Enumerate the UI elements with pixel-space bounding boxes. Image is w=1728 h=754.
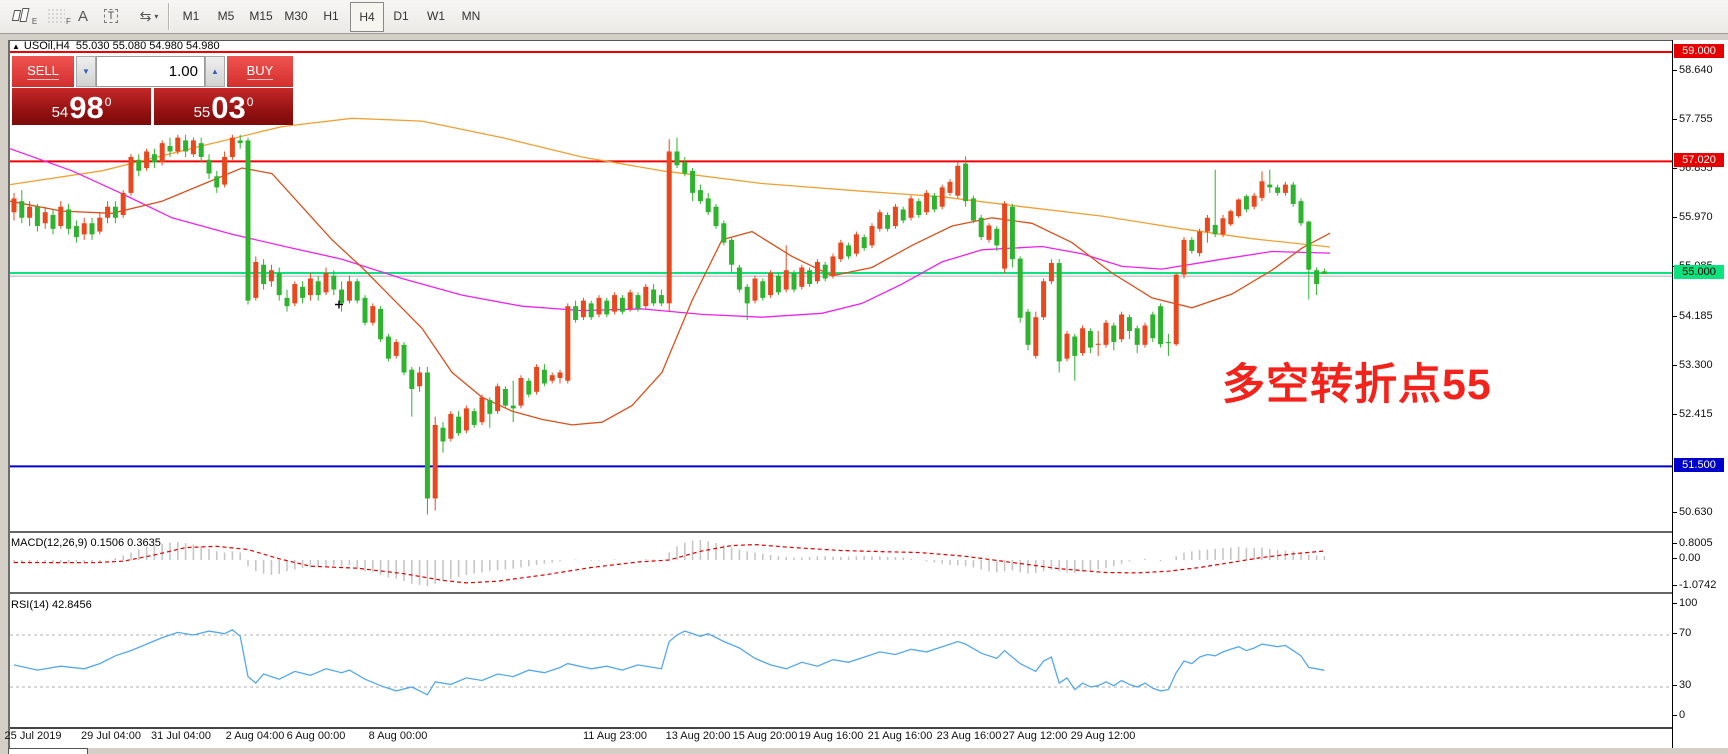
price-badge: 51.500 xyxy=(1674,458,1724,472)
volume-input[interactable] xyxy=(96,56,205,87)
arrange-arrows-icon[interactable]: ⇆ ▾ xyxy=(130,3,168,29)
timeframe-d1[interactable]: D1 xyxy=(393,9,409,23)
price-tick: 50.630 xyxy=(1673,506,1713,518)
date-label: 21 Aug 16:00 xyxy=(867,730,933,742)
buy-button[interactable]: BUY xyxy=(227,56,293,87)
sell-button[interactable]: SELL xyxy=(12,56,74,87)
price-tick: 57.755 xyxy=(1673,113,1713,125)
timeframe-w1[interactable]: W1 xyxy=(427,9,445,23)
date-label: 13 Aug 20:00 xyxy=(665,730,731,742)
date-label: 25 Jul 2019 xyxy=(4,730,62,742)
text-label-glyph: A xyxy=(77,7,88,25)
price-badge: 57.020 xyxy=(1674,153,1724,167)
rsi-tick: 70 xyxy=(1672,627,1692,639)
price-tick: 53.300 xyxy=(1673,359,1713,371)
chart-title: ▲ USOil,H4 55.030 55.080 54.980 54.980 xyxy=(12,40,220,52)
spinner-up-icon: ▲ xyxy=(211,67,219,76)
date-label: 23 Aug 16:00 xyxy=(936,730,1002,742)
text-box-icon[interactable]: T xyxy=(98,3,124,29)
icon-sub-label: F xyxy=(66,16,71,26)
date-label: 15 Aug 20:00 xyxy=(732,730,798,742)
grid-icon[interactable]: F xyxy=(44,3,74,29)
date-label: 11 Aug 23:00 xyxy=(582,730,648,742)
timeframe-m15[interactable]: M15 xyxy=(249,9,273,23)
sell-price-display[interactable]: 54 98 0 xyxy=(12,88,151,125)
chevron-down-icon: ▾ xyxy=(154,11,159,21)
text-label-icon[interactable]: A xyxy=(70,3,96,29)
timeframe-m1[interactable]: M1 xyxy=(182,9,200,23)
chart-canvas[interactable] xyxy=(10,41,1674,749)
date-label: 29 Aug 12:00 xyxy=(1070,730,1136,742)
one-click-trading-panel: SELL ▼ ▲ BUY 54 98 0 55 03 0 xyxy=(12,56,293,125)
price-tick: 58.640 xyxy=(1673,64,1713,76)
chart-annotation-text: 多空转折点55 xyxy=(1222,361,1492,409)
price-tick: 52.415 xyxy=(1673,408,1713,420)
date-label: 6 Aug 00:00 xyxy=(286,730,346,742)
chart-tab[interactable] xyxy=(8,748,88,754)
symbol-period-label: USOil,H4 xyxy=(23,40,70,52)
triangle-marker-icon: ▲ xyxy=(12,42,20,51)
chart-area[interactable] xyxy=(8,40,1674,749)
volume-increase-button[interactable]: ▲ xyxy=(205,56,225,87)
date-label: 2 Aug 04:00 xyxy=(225,730,285,742)
spinner-down-icon: ▼ xyxy=(82,67,90,76)
date-label: 27 Aug 12:00 xyxy=(1002,730,1068,742)
macd-tick: 0.8005 xyxy=(1673,537,1713,549)
ohlc-values: 55.030 55.080 54.980 54.980 xyxy=(75,40,220,52)
rsi-tick: 30 xyxy=(1672,679,1692,691)
date-label: 29 Jul 04:00 xyxy=(81,730,141,742)
rsi-tick: 100 xyxy=(1672,597,1698,609)
chart-properties-icon[interactable]: E xyxy=(8,3,40,29)
timeframe-m30[interactable]: M30 xyxy=(284,9,308,23)
bottom-strip xyxy=(0,748,1728,753)
date-label: 8 Aug 00:00 xyxy=(368,730,428,742)
price-axis[interactable]: 58.64057.75556.85555.97055.08554.18553.3… xyxy=(1672,40,1728,748)
icon-sub-label: E xyxy=(31,16,38,26)
toolbar: E F A T ⇆ ▾ M1 M5 M15 M30 H1 H4 D1 W1 MN xyxy=(0,0,1728,34)
price-badge: 59.000 xyxy=(1674,44,1724,58)
macd-label: MACD(12,26,9) 0.1506 0.3635 xyxy=(11,537,161,549)
date-label: 19 Aug 16:00 xyxy=(798,730,864,742)
price-tick: 54.185 xyxy=(1673,310,1713,322)
timeframe-h1[interactable]: H1 xyxy=(323,9,339,23)
volume-decrease-button[interactable]: ▼ xyxy=(76,56,96,87)
arrows-glyph: ⇆ xyxy=(139,7,152,24)
rsi-tick: 0 xyxy=(1672,709,1686,721)
date-label: 31 Jul 04:00 xyxy=(151,730,211,742)
timeframe-mn[interactable]: MN xyxy=(461,9,481,23)
price-badge: 55.000 xyxy=(1674,265,1724,279)
candles-glyph xyxy=(11,7,31,25)
text-box-glyph: T xyxy=(103,9,119,23)
grid-glyph xyxy=(47,8,66,24)
price-tick: 55.970 xyxy=(1673,211,1713,223)
timeframe-m5[interactable]: M5 xyxy=(217,9,235,23)
rsi-label: RSI(14) 42.8456 xyxy=(11,599,92,611)
toolbar-separator xyxy=(168,3,170,30)
timeframe-h4[interactable]: H4 xyxy=(350,2,384,32)
macd-tick: -1.0742 xyxy=(1672,579,1717,591)
buy-price-display[interactable]: 55 03 0 xyxy=(154,88,293,125)
macd-tick: 0.00 xyxy=(1672,552,1701,564)
